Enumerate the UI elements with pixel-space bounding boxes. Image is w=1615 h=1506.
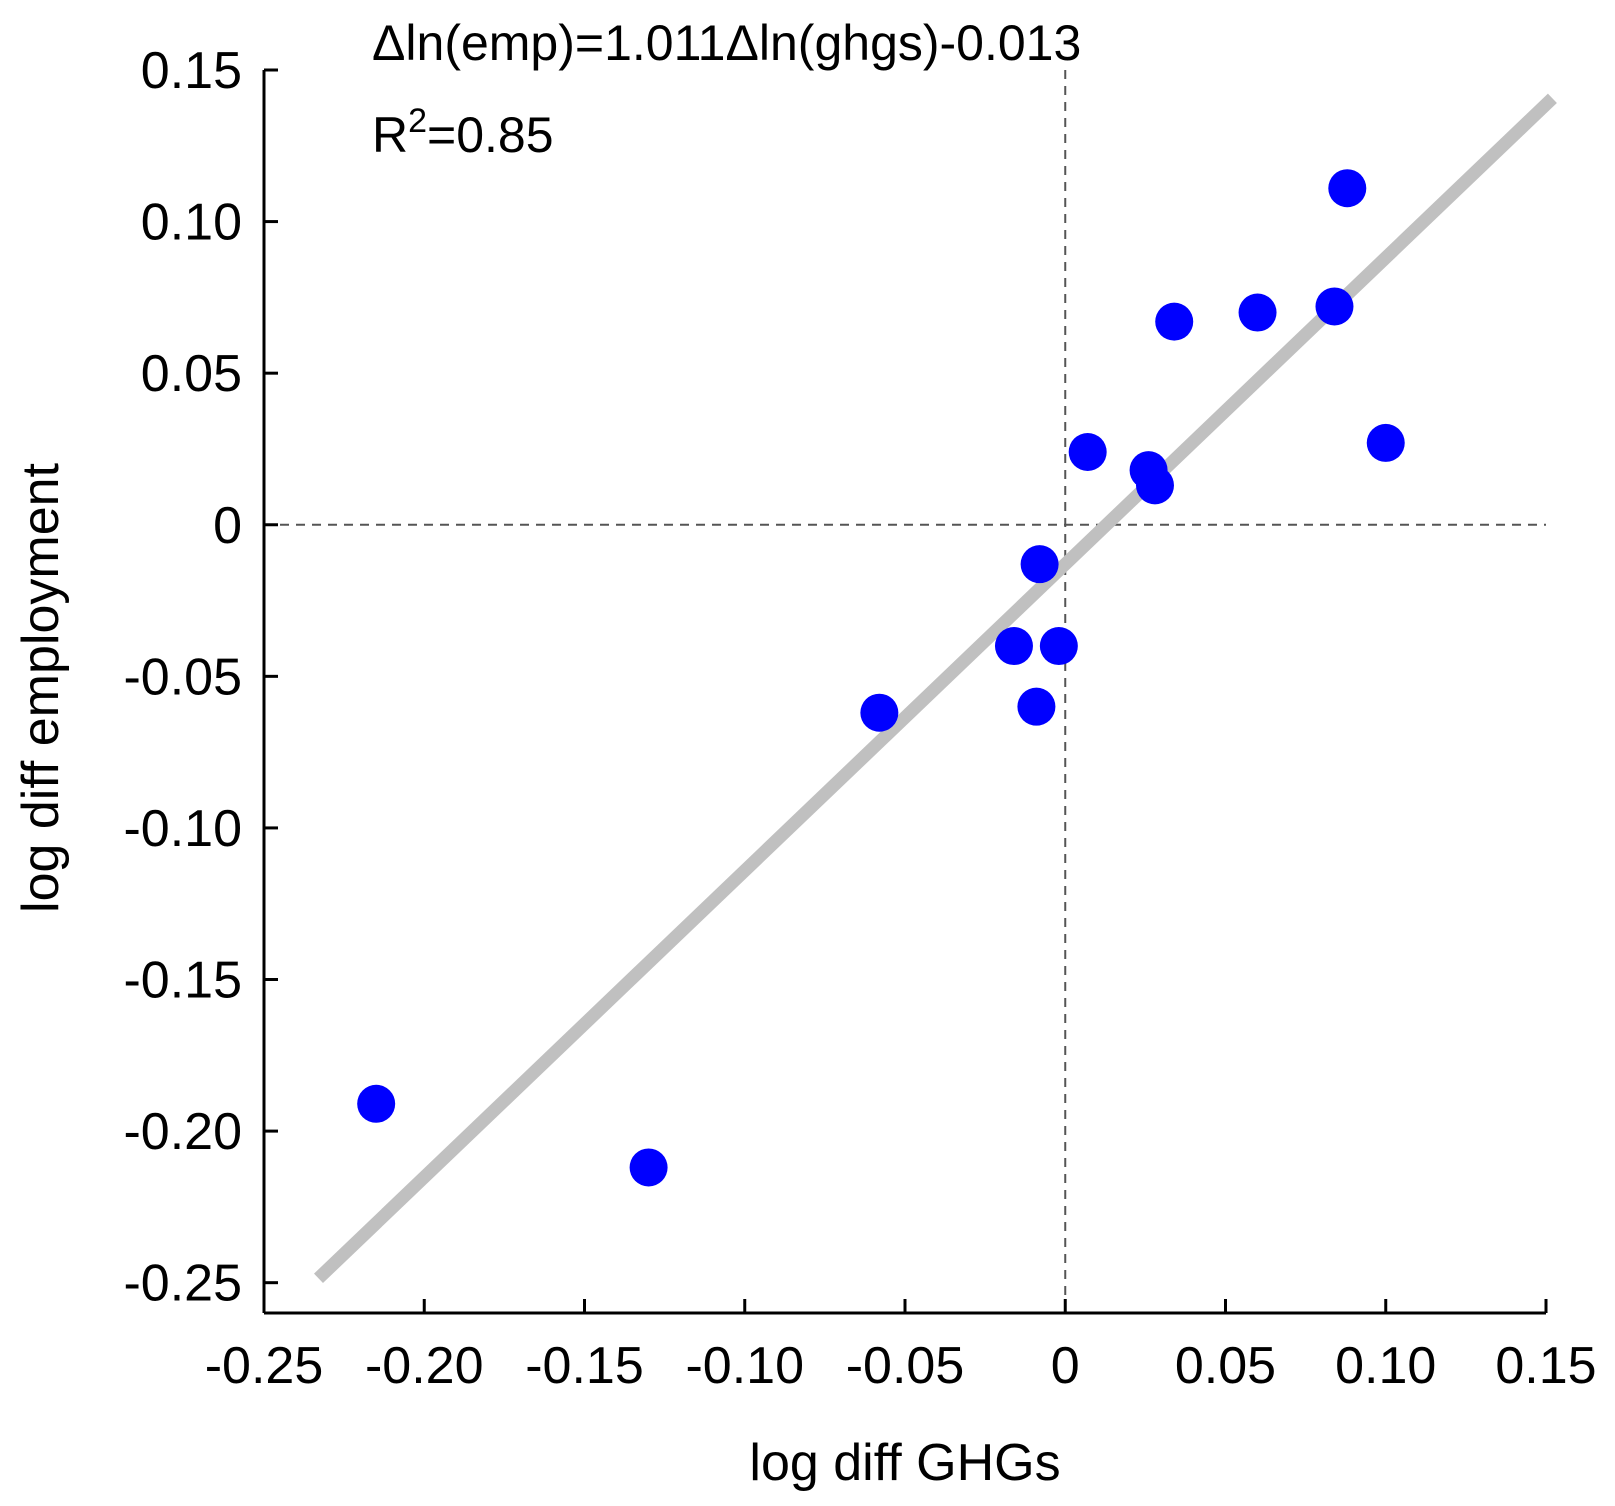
data-point xyxy=(357,1084,396,1123)
x-tick-label: -0.15 xyxy=(525,1337,644,1395)
y-axis-ticks: 0.15 0.10 0.05 0 -0.05 -0.10 -0.15 -0.20 -0.25 xyxy=(123,42,278,1313)
data-point xyxy=(994,627,1033,666)
data-point xyxy=(1155,302,1194,341)
x-tick-label: 0.15 xyxy=(1495,1337,1596,1395)
x-axis-title: log diff GHGs xyxy=(749,1434,1060,1492)
data-point xyxy=(1017,687,1056,726)
data-point xyxy=(1315,287,1354,326)
x-tick-label: -0.20 xyxy=(365,1337,484,1395)
y-tick-label: -0.05 xyxy=(123,648,242,706)
x-tick-label: 0 xyxy=(1051,1337,1080,1395)
r-squared-label: R2=0.85 xyxy=(372,102,554,163)
y-tick-label: 0.10 xyxy=(141,194,242,252)
regression-equation: Δln(emp)=1.011Δln(ghgs)-0.013 xyxy=(372,15,1081,71)
x-tick-label: -0.25 xyxy=(205,1337,324,1395)
y-tick-label: -0.10 xyxy=(123,800,242,858)
data-point xyxy=(1039,627,1078,666)
y-axis-title: log diff employment xyxy=(12,462,70,913)
y-tick-label: -0.20 xyxy=(123,1103,242,1161)
data-point xyxy=(860,693,899,732)
y-tick-label: -0.25 xyxy=(123,1255,242,1313)
data-point xyxy=(1238,293,1277,332)
x-tick-label: -0.10 xyxy=(685,1337,804,1395)
y-tick-label: 0.15 xyxy=(141,42,242,100)
data-point xyxy=(1135,466,1174,505)
data-point xyxy=(1068,432,1107,471)
data-points xyxy=(357,169,1405,1187)
x-axis-ticks: -0.25 -0.20 -0.15 -0.10 -0.05 0 0.05 0.10 0.15 xyxy=(205,1299,1597,1395)
y-tick-label: 0.05 xyxy=(141,345,242,403)
r-squared-value: =0.85 xyxy=(427,107,554,163)
y-tick-label: -0.15 xyxy=(123,952,242,1010)
x-tick-label: 0.10 xyxy=(1335,1337,1436,1395)
reference-lines xyxy=(264,70,1546,1313)
x-tick-label: -0.05 xyxy=(846,1337,965,1395)
x-tick-label: 0.05 xyxy=(1175,1337,1276,1395)
regression-line xyxy=(313,93,1557,1284)
r-squared-letter: R xyxy=(372,107,408,163)
r-squared-superscript: 2 xyxy=(408,102,427,140)
fit-line-group xyxy=(313,93,1557,1284)
y-tick-label: 0 xyxy=(213,497,242,555)
data-point xyxy=(629,1148,668,1187)
data-point xyxy=(1366,423,1405,462)
data-point xyxy=(1020,545,1059,584)
data-point xyxy=(1328,169,1367,208)
axes xyxy=(262,70,1546,1315)
